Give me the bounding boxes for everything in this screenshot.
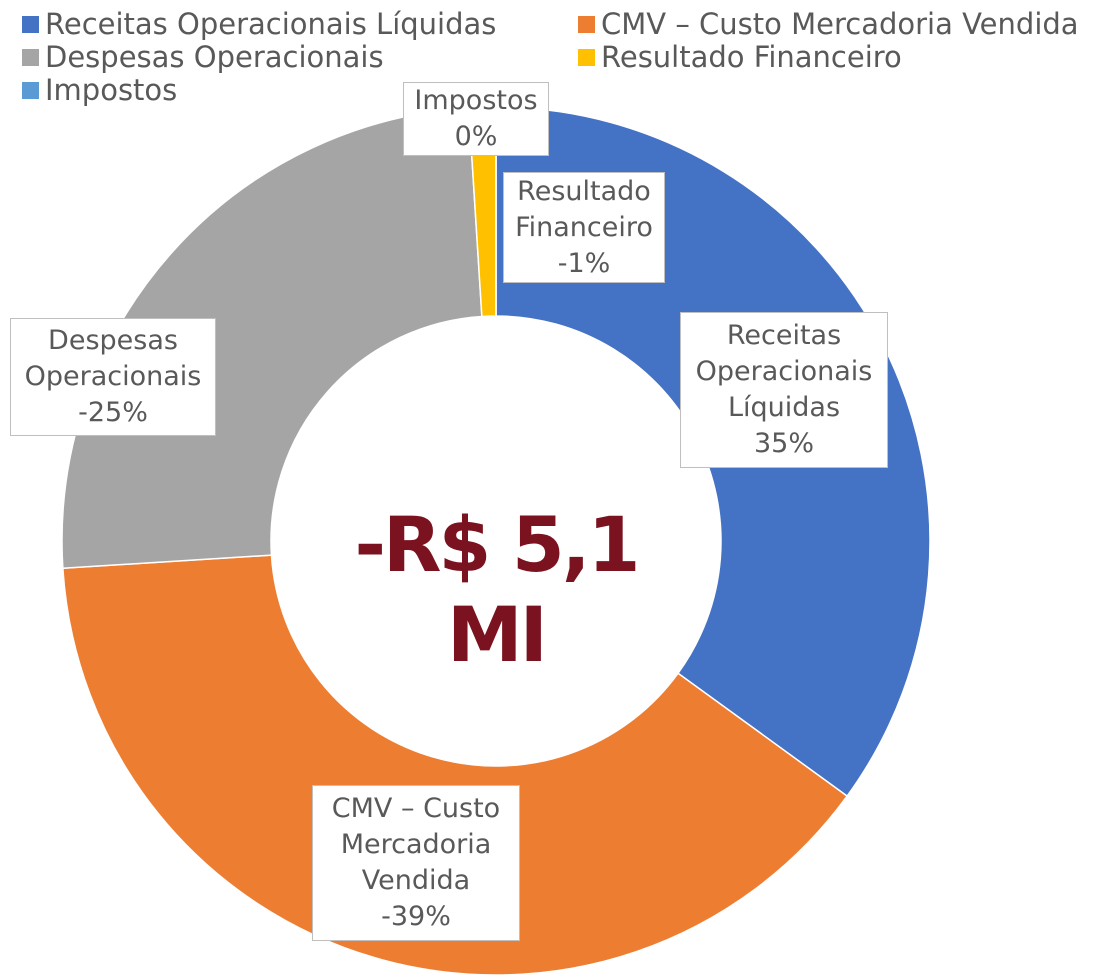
data-label: Impostos 0% — [403, 82, 549, 156]
data-label: CMV – Custo Mercadoria Vendida -39% — [312, 785, 520, 941]
data-label-value: -25% — [78, 397, 148, 428]
legend-label: Receitas Operacionais Líquidas — [45, 7, 497, 41]
data-label-name: Impostos — [414, 85, 538, 116]
data-label-name: CMV – Custo Mercadoria Vendida — [331, 793, 501, 896]
data-label: Resultado Financeiro -1% — [503, 172, 665, 283]
slice — [62, 554, 849, 976]
legend-swatch — [578, 48, 595, 66]
data-label: Receitas Operacionais Líquidas 35% — [680, 312, 888, 468]
data-label-value: 35% — [753, 428, 814, 459]
legend-item: Impostos — [22, 74, 177, 106]
legend-item: CMV – Custo Mercadoria Vendida — [578, 8, 1079, 40]
legend-swatch — [22, 81, 39, 99]
center-label: -R$ 5,1 MI — [354, 500, 640, 679]
legend-swatch — [22, 48, 39, 66]
legend-item: Receitas Operacionais Líquidas — [22, 8, 496, 40]
legend-item: Despesas Operacionais — [22, 41, 384, 73]
data-label-value: -1% — [557, 247, 611, 279]
data-label-name: Despesas Operacionais — [24, 325, 202, 392]
legend-label: CMV – Custo Mercadoria Vendida — [601, 7, 1079, 41]
legend-item: Resultado Financeiro — [578, 41, 902, 73]
data-label-name: Receitas Operacionais Líquidas — [695, 320, 873, 423]
legend-label: Impostos — [45, 73, 178, 107]
legend-label: Resultado Financeiro — [601, 40, 902, 74]
data-label-value: 0% — [454, 121, 498, 152]
data-label: Despesas Operacionais -25% — [10, 318, 216, 436]
legend-label: Despesas Operacionais — [45, 40, 384, 74]
data-label-value: -39% — [381, 901, 451, 932]
legend-swatch — [578, 15, 595, 33]
legend-swatch — [22, 15, 39, 33]
data-label-name: Resultado Financeiro — [515, 175, 653, 243]
